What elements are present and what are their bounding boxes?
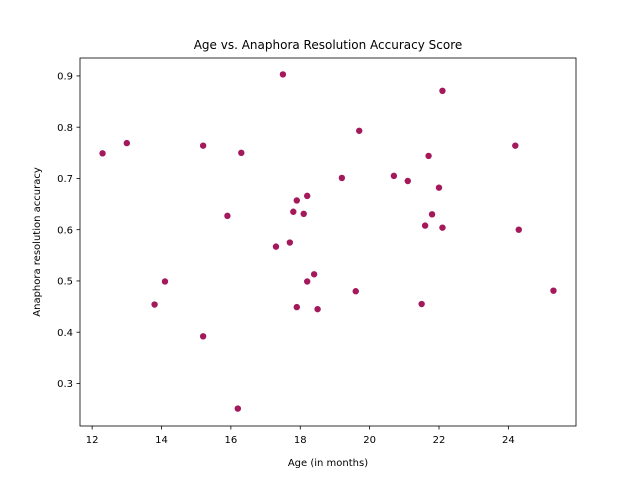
data-point: [418, 300, 425, 308]
x-axis-label: Age (in months): [288, 458, 368, 469]
data-point: [425, 152, 432, 160]
y-tick-label: 0.9: [57, 72, 73, 83]
data-point: [428, 211, 436, 218]
data-point: [352, 288, 359, 295]
data-point: [234, 405, 242, 412]
y-axis: 0.3 0.4 0.5 0.6 0.7 0.8 0.9: [57, 72, 80, 390]
data-point: [303, 192, 311, 200]
plot-area: [79, 57, 577, 427]
data-point: [279, 71, 287, 78]
data-point: [515, 226, 522, 233]
x-tick-label: 22: [433, 435, 446, 446]
data-point: [421, 222, 429, 229]
y-tick-label: 0.8: [57, 123, 73, 134]
data-point: [303, 278, 311, 285]
data-point: [290, 208, 297, 215]
data-point: [314, 305, 321, 313]
data-point: [439, 224, 446, 231]
data-point: [199, 333, 207, 340]
plot-frame: [79, 57, 577, 427]
y-tick-label: 0.6: [57, 225, 73, 236]
x-tick-label: 12: [86, 435, 99, 446]
x-tick-label: 16: [225, 435, 238, 446]
data-point: [550, 287, 557, 294]
data-point: [390, 172, 398, 180]
data-point: [404, 177, 411, 185]
data-point: [286, 239, 294, 246]
data-points: [99, 71, 557, 412]
data-point: [310, 271, 318, 278]
data-point: [123, 139, 131, 147]
data-point: [199, 142, 207, 149]
y-tick-label: 0.3: [57, 379, 73, 390]
y-tick-label: 0.4: [57, 328, 73, 339]
chart-title: Age vs. Anaphora Resolution Accuracy Sco…: [194, 38, 463, 52]
data-point: [293, 197, 300, 204]
x-tick-label: 20: [363, 435, 376, 446]
y-axis-label: Anaphora resolution accuracy: [32, 167, 43, 317]
data-point: [99, 150, 106, 157]
data-point: [224, 212, 231, 220]
data-point: [338, 174, 346, 182]
x-axis: 12 14 16 18 20 22 24: [86, 426, 515, 446]
data-point: [435, 184, 443, 191]
data-point: [151, 301, 158, 308]
x-tick-label: 24: [502, 435, 515, 446]
x-tick-label: 14: [155, 435, 168, 446]
data-point: [238, 149, 245, 157]
data-point: [272, 243, 280, 250]
y-tick-label: 0.5: [57, 277, 73, 288]
data-point: [161, 278, 169, 285]
data-point: [293, 303, 300, 311]
data-point: [439, 87, 446, 95]
data-point: [512, 142, 519, 149]
y-tick-label: 0.7: [57, 174, 73, 185]
data-point: [356, 127, 363, 134]
x-tick-label: 18: [294, 435, 307, 446]
data-point: [300, 210, 307, 218]
